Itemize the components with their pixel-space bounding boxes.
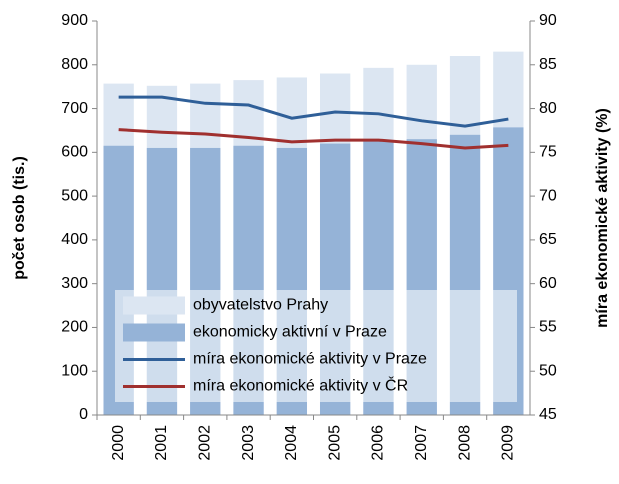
x-tick-label: 2008 xyxy=(456,425,473,461)
line-series xyxy=(118,128,509,150)
x-tick-label: 2000 xyxy=(110,425,127,461)
y-tick-label: 900 xyxy=(61,12,88,29)
y2-tick-label: 85 xyxy=(539,56,557,73)
x-tick-label: 2006 xyxy=(370,425,387,461)
y-axis-title: počet osob (tis.) xyxy=(11,156,28,280)
legend-label: ekonomicky aktivní v Praze xyxy=(193,324,387,341)
y-tick-label: 500 xyxy=(61,187,88,204)
legend-swatch xyxy=(123,296,185,315)
y2-tick-label: 80 xyxy=(539,100,557,117)
y2-axis-title: míra ekonomické aktivity (%) xyxy=(594,108,611,328)
legend-swatch xyxy=(123,323,185,342)
x-tick-label: 2004 xyxy=(283,425,300,461)
x-tick-label: 2007 xyxy=(413,425,430,461)
y2-tick-label: 65 xyxy=(539,231,557,248)
y2-tick-label: 55 xyxy=(539,319,557,336)
y-tick-label: 300 xyxy=(61,275,88,292)
y2-tick-label: 90 xyxy=(539,12,557,29)
y-tick-label: 200 xyxy=(61,319,88,336)
y-tick-label: 700 xyxy=(61,100,88,117)
y-tick-label: 800 xyxy=(61,56,88,73)
y-tick-label: 600 xyxy=(61,144,88,161)
y2-tick-label: 60 xyxy=(539,275,557,292)
y2-tick-label: 45 xyxy=(539,406,557,423)
legend-label: obyvatelstvo Prahy xyxy=(193,297,328,314)
x-tick-label: 2001 xyxy=(153,425,170,461)
y-tick-label: 400 xyxy=(61,231,88,248)
legend-label: míra ekonomické aktivity v ČR xyxy=(193,376,408,395)
x-tick-label: 2009 xyxy=(500,425,517,461)
x-tick-label: 2002 xyxy=(196,425,213,461)
x-tick-label: 2003 xyxy=(240,425,257,461)
y2-tick-label: 70 xyxy=(539,187,557,204)
y-tick-label: 100 xyxy=(61,362,88,379)
y-tick-label: 0 xyxy=(79,406,88,423)
x-tick-label: 2005 xyxy=(326,425,343,461)
y2-tick-label: 75 xyxy=(539,144,557,161)
line-series xyxy=(118,95,509,128)
y2-tick-label: 50 xyxy=(539,362,557,379)
legend-label: míra ekonomické aktivity v Praze xyxy=(193,351,427,368)
